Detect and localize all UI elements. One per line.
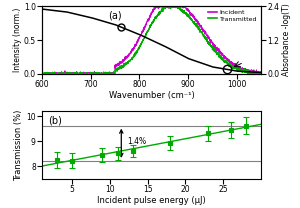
Legend: Incident, Transmitted: Incident, Transmitted [207, 9, 258, 22]
X-axis label: Wavenumber (cm⁻¹): Wavenumber (cm⁻¹) [109, 90, 194, 100]
Y-axis label: Transmission (%): Transmission (%) [14, 109, 23, 181]
Y-axis label: Intensity (norm.): Intensity (norm.) [13, 8, 22, 72]
X-axis label: Incident pulse energy (μJ): Incident pulse energy (μJ) [97, 196, 206, 204]
Text: (a): (a) [108, 11, 121, 21]
Y-axis label: Absorbance -log(T): Absorbance -log(T) [282, 4, 291, 77]
Text: 1.4%: 1.4% [127, 137, 146, 146]
Text: (b): (b) [49, 116, 62, 126]
